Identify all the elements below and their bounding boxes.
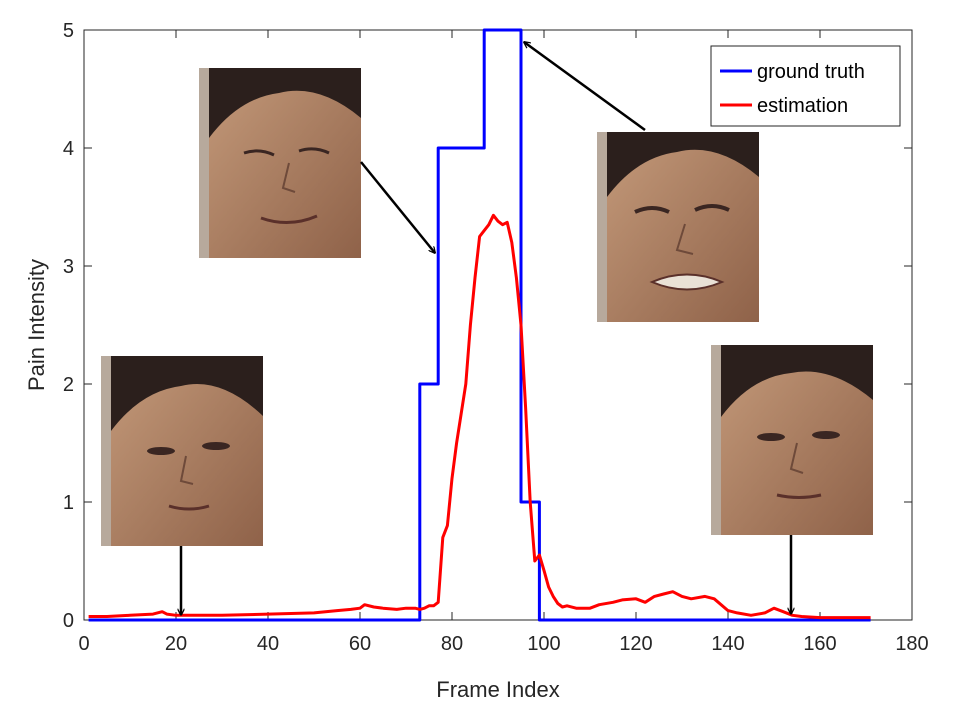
x-tick-label: 180: [895, 633, 928, 655]
arrow-frame-76: [360, 161, 435, 253]
y-tick-label: 3: [63, 256, 74, 278]
face-image-frame-20: [101, 356, 263, 546]
x-tick-label: 160: [803, 633, 836, 655]
axis-ticks: 0 20 40 60 80 100 120 140 160 180 0 1 2 3 4 5: [63, 20, 929, 655]
series-line-estimation: [88, 213, 871, 620]
x-tick-label: 40: [257, 633, 279, 655]
face-image-frame-94: [597, 132, 759, 322]
face-image-frame-76: [199, 68, 361, 258]
y-tick-label: 1: [63, 492, 74, 514]
legend: ground truth estimation: [710, 45, 901, 127]
y-tick-label: 5: [63, 20, 74, 42]
legend-box: [710, 45, 901, 127]
arrow-frame-94: [524, 42, 646, 132]
x-tick-label: 120: [619, 633, 652, 655]
x-axis-title: Frame Index: [436, 677, 560, 702]
y-tick-label: 2: [63, 374, 74, 396]
x-tick-label: 60: [349, 633, 371, 655]
face-image-frame-153: [711, 345, 873, 535]
x-tick-label: 20: [165, 633, 187, 655]
x-tick-label: 80: [441, 633, 463, 655]
x-tick-label: 100: [527, 633, 560, 655]
y-tick-label: 0: [63, 610, 74, 632]
x-tick-label: 0: [78, 633, 89, 655]
series-line-ground-truth: [88, 28, 871, 622]
y-axis-title: Pain Intensity: [24, 259, 49, 391]
y-tick-label: 4: [63, 138, 74, 160]
x-tick-label: 140: [711, 633, 744, 655]
series-group: [88, 28, 871, 622]
legend-label-estimation: estimation: [757, 95, 848, 117]
legend-label-ground-truth: ground truth: [757, 61, 865, 83]
